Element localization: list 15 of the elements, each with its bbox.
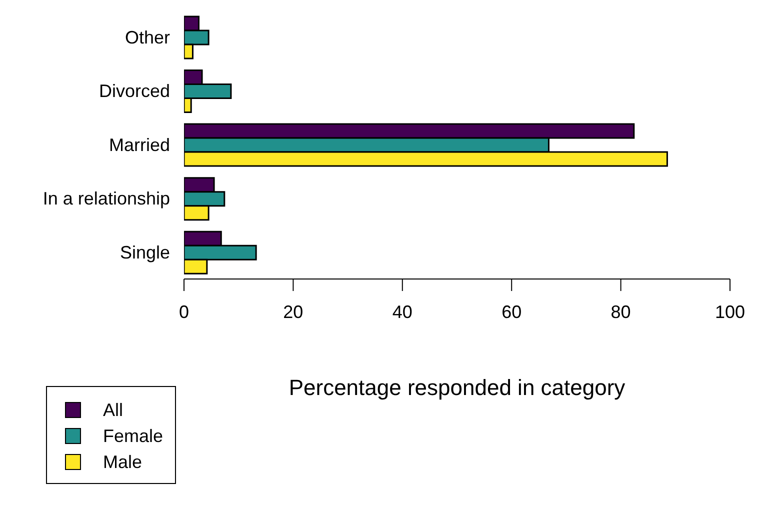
x-axis-title: Percentage responded in category [288, 375, 626, 400]
legend-label: Female [103, 426, 164, 446]
y-tick-label: In a relationship [42, 188, 170, 209]
x-tick-label: 20 [283, 302, 304, 322]
y-tick-label: Divorced [98, 81, 170, 102]
x-tick-label: 60 [502, 302, 522, 322]
x-tick-label: 80 [610, 302, 631, 322]
legend-label: All [103, 400, 124, 420]
legend-label: Male [103, 452, 142, 472]
y-tick-label: Single [120, 242, 170, 262]
x-tick-label: 100 [714, 302, 746, 322]
y-tick-label: Married [108, 134, 170, 155]
y-tick-label: Other [124, 27, 170, 48]
x-tick-label: 0 [178, 302, 190, 322]
x-tick-label: 40 [392, 302, 412, 322]
